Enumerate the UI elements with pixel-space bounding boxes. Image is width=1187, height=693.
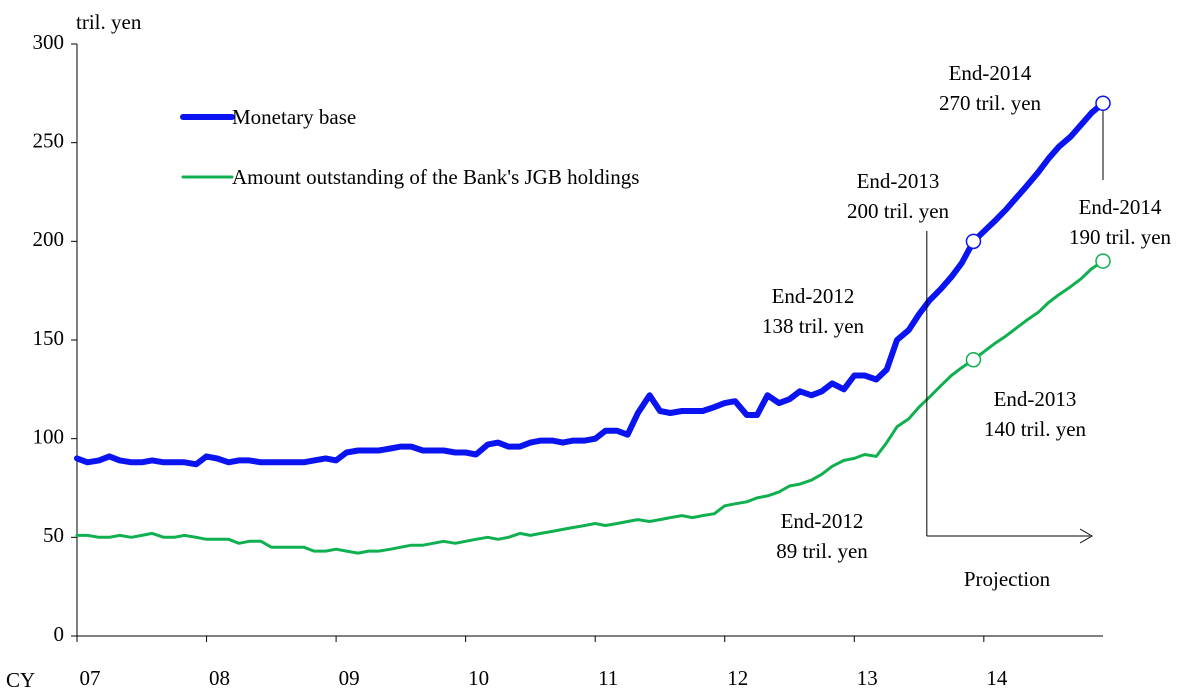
y-tick-label: 300 [33,30,65,54]
x-tick-label: 08 [209,666,230,690]
annotation-label: End-2012 [781,509,864,533]
x-tick-label: 14 [986,666,1008,690]
annotation-label: End-2013 [994,387,1077,411]
y-tick-label: 50 [43,523,64,547]
y-tick-label: 200 [33,227,65,251]
annotation-label: End-2014 [949,61,1032,85]
series-line [75,259,1105,555]
annotation-marker [1095,95,1111,111]
annotation-label: End-2013 [857,169,940,193]
annotation-label: 190 tril. yen [1069,225,1172,249]
series-line [74,100,1106,468]
y-tick-label: 250 [33,128,65,152]
legend-label: Amount outstanding of the Bank's JGB hol… [232,165,639,189]
annotation-marker [965,351,982,368]
x-tick-label: 07 [80,666,101,690]
x-tick-label: 09 [339,666,360,690]
x-tick-label: 10 [468,666,489,690]
annotation-label: 140 tril. yen [984,417,1087,441]
annotation-label: 200 tril. yen [847,199,950,223]
y-tick-label: 150 [33,326,65,350]
projection-label: Projection [964,567,1051,591]
annotation-label: End-2012 [772,284,855,308]
y-unit-label: tril. yen [76,10,142,34]
annotation-label: 89 tril. yen [776,539,868,563]
annotation-label: 270 tril. yen [939,91,1042,115]
annotation-marker [1095,253,1111,269]
x-tick-label: 11 [598,666,618,690]
annotation-marker [965,233,982,250]
annotation-label: End-2014 [1079,195,1162,219]
x-tick-label: 13 [857,666,878,690]
annotation-label: 138 tril. yen [762,314,865,338]
arrow-head [1079,528,1093,544]
y-tick-label: 100 [33,424,65,448]
legend-label: Monetary base [232,105,356,129]
x-tick-label: 12 [727,666,748,690]
y-tick-label: 0 [54,622,65,646]
x-axis-prefix: CY [6,668,35,692]
